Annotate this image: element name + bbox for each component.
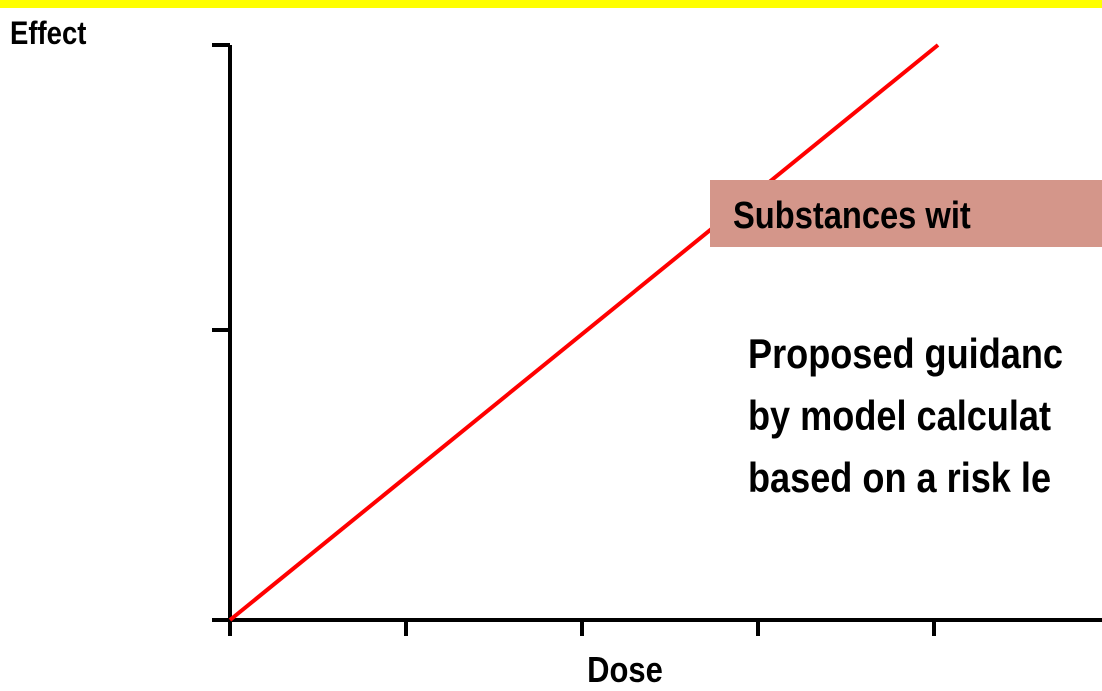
- top-bar: [0, 0, 1102, 8]
- axes: [212, 43, 1102, 636]
- dose-effect-line: [228, 43, 940, 622]
- paragraph-line: based on a risk le: [748, 456, 1051, 502]
- y-axis-label: Effect: [10, 16, 86, 51]
- box-text: Substances wit: [733, 194, 971, 237]
- paragraph-line: Proposed guidanc: [748, 332, 1063, 378]
- paragraph-line: by model calculat: [748, 394, 1051, 440]
- highlight-box: [710, 180, 1102, 247]
- x-axis-label: Dose: [587, 651, 663, 691]
